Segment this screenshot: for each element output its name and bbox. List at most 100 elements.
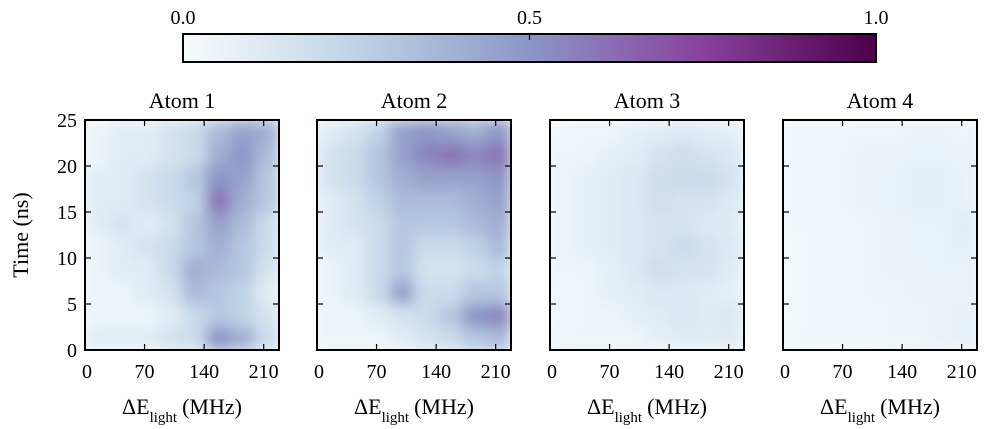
heatmap-cell <box>855 143 881 167</box>
heatmap-cell <box>807 166 832 190</box>
heatmap-cell <box>928 235 954 259</box>
heatmap-cell <box>622 120 648 144</box>
heatmap-cell <box>438 258 463 282</box>
heatmap-cell <box>647 327 672 350</box>
heatmap-cell <box>85 120 110 144</box>
heatmap-cell <box>719 258 744 282</box>
heatmap-cell <box>622 212 648 236</box>
heatmap-cell <box>647 166 672 190</box>
heatmap-cell <box>550 212 575 236</box>
heatmap-cell <box>206 189 231 213</box>
heatmap-cell <box>783 304 808 328</box>
heatmap-cell <box>109 212 134 236</box>
heatmap-cell <box>414 304 439 328</box>
heatmap-cell <box>952 166 977 190</box>
colorbar-tick-label: 0.0 <box>171 7 196 29</box>
heatmap-cell <box>783 235 808 259</box>
heatmap-cell <box>574 235 599 259</box>
x-tick-label: 0 <box>547 361 557 383</box>
x-axis-label-part: ΔE <box>354 394 382 419</box>
panel-frame <box>84 119 280 351</box>
heatmap-cell <box>389 166 415 190</box>
heatmap-cell <box>157 212 183 236</box>
heatmap-cell <box>85 212 110 236</box>
heatmap-cell <box>598 327 624 350</box>
heatmap-cell <box>182 258 207 282</box>
y-axis-label: Time (ns) <box>8 192 33 277</box>
heatmap-cell <box>317 258 342 282</box>
heatmap-cell <box>438 327 463 350</box>
heatmap-cell <box>109 281 134 305</box>
heatmap-cell <box>365 212 391 236</box>
heatmap-cell <box>671 143 696 167</box>
x-axis-label-part: light <box>848 410 876 426</box>
heatmap-cell <box>486 258 511 282</box>
heatmap-cell <box>574 189 599 213</box>
heatmap-cell <box>157 189 183 213</box>
heatmap-cell <box>230 189 256 213</box>
heatmap-cell <box>462 143 488 167</box>
heatmap-cell <box>719 235 744 259</box>
x-axis-label: ΔElight (MHz) <box>354 394 474 426</box>
heatmap-cell <box>182 235 207 259</box>
heatmap-cell <box>341 120 366 144</box>
heatmap-cell <box>550 281 575 305</box>
heatmap-cell <box>671 189 696 213</box>
heatmap-cell <box>341 212 366 236</box>
heatmap-cell <box>438 304 463 328</box>
heatmap-cell <box>254 166 279 190</box>
heatmap-cell <box>438 235 463 259</box>
heatmap-cell <box>783 189 808 213</box>
heatmap-cell <box>783 212 808 236</box>
heatmap-cell <box>928 166 954 190</box>
heatmap-cell <box>695 120 721 144</box>
heatmap-cell <box>133 189 159 213</box>
heatmap-cell <box>109 189 134 213</box>
heatmap-cell <box>389 120 415 144</box>
heatmap-cell <box>695 258 721 282</box>
heatmap-cell <box>157 143 183 167</box>
x-axis-label-part: light <box>150 410 178 426</box>
heatmap-cell <box>206 143 231 167</box>
y-tick-label: 10 <box>57 248 77 270</box>
heatmap-cell <box>550 120 575 144</box>
heatmap-cell <box>230 304 256 328</box>
x-tick-label: 140 <box>887 361 917 383</box>
heatmap-cell <box>486 304 511 328</box>
heatmap-cell <box>598 120 624 144</box>
heatmap-cell <box>462 304 488 328</box>
heatmap-cell <box>695 327 721 350</box>
heatmap-cell <box>855 189 881 213</box>
heatmap-cell <box>341 143 366 167</box>
heatmap-cell <box>341 281 366 305</box>
heatmap-cell <box>880 281 905 305</box>
x-tick-label: 210 <box>249 361 279 383</box>
heatmap-cell <box>904 166 929 190</box>
heatmap-cell <box>671 258 696 282</box>
heatmap-cell <box>783 258 808 282</box>
heatmap-cell <box>133 212 159 236</box>
heatmap-cell <box>317 120 342 144</box>
heatmap-cell <box>807 258 832 282</box>
heatmap-cell <box>109 143 134 167</box>
x-axis-label: ΔElight (MHz) <box>820 394 940 426</box>
heatmap-cell <box>904 143 929 167</box>
x-axis-label-part: light <box>615 410 643 426</box>
heatmap-cell <box>157 304 183 328</box>
heatmap-cell <box>952 212 977 236</box>
heatmap-cell <box>486 166 511 190</box>
heatmap-cell <box>952 120 977 144</box>
heatmap-cell <box>831 235 857 259</box>
heatmap-cell <box>438 143 463 167</box>
heatmap-cell <box>671 120 696 144</box>
heatmap-cell <box>695 143 721 167</box>
heatmap <box>783 120 977 350</box>
heatmap-cell <box>574 120 599 144</box>
heatmap-cell <box>365 143 391 167</box>
heatmap-cell <box>904 281 929 305</box>
heatmap-cell <box>783 143 808 167</box>
heatmap-cell <box>317 281 342 305</box>
heatmap-cell <box>182 212 207 236</box>
heatmap-cell <box>206 212 231 236</box>
